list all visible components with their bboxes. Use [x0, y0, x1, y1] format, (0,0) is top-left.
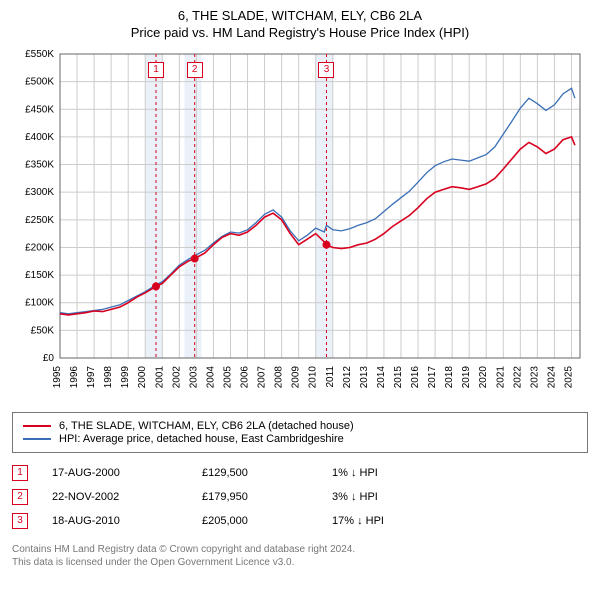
- svg-text:2014: 2014: [376, 366, 387, 389]
- transaction-table: 1 17-AUG-2000£129,5001% ↓ HPI 2 22-NOV-2002…: [12, 461, 588, 533]
- svg-text:£0: £0: [43, 353, 55, 364]
- legend-swatch: [23, 425, 51, 427]
- transaction-number-box: 1: [12, 465, 28, 481]
- transaction-marker-3: 3: [318, 62, 334, 78]
- svg-text:2004: 2004: [205, 366, 216, 389]
- svg-text:1996: 1996: [69, 366, 80, 389]
- svg-text:2022: 2022: [512, 366, 523, 389]
- svg-text:£550K: £550K: [25, 49, 54, 60]
- svg-text:2008: 2008: [274, 366, 285, 389]
- svg-text:2015: 2015: [393, 366, 404, 389]
- svg-text:2007: 2007: [257, 366, 268, 389]
- svg-text:1998: 1998: [103, 366, 114, 389]
- svg-text:£200K: £200K: [25, 242, 54, 253]
- svg-text:2025: 2025: [563, 366, 574, 389]
- svg-text:2005: 2005: [222, 366, 233, 389]
- transaction-diff: 17% ↓ HPI: [332, 509, 588, 533]
- legend-swatch: [23, 438, 51, 440]
- transaction-date: 18-AUG-2010: [52, 509, 202, 533]
- legend-row: HPI: Average price, detached house, East…: [23, 433, 577, 445]
- svg-text:2013: 2013: [359, 366, 370, 389]
- transaction-row: 2 22-NOV-2002£179,9503% ↓ HPI: [12, 485, 588, 509]
- svg-text:£500K: £500K: [25, 77, 54, 88]
- svg-text:2018: 2018: [444, 366, 455, 389]
- legend-label: 6, THE SLADE, WITCHAM, ELY, CB6 2LA (det…: [59, 420, 354, 432]
- transaction-price: £129,500: [202, 461, 332, 485]
- svg-text:1999: 1999: [120, 366, 131, 389]
- svg-text:2016: 2016: [410, 366, 421, 389]
- legend-row: 6, THE SLADE, WITCHAM, ELY, CB6 2LA (det…: [23, 420, 577, 432]
- svg-text:2024: 2024: [546, 366, 557, 389]
- svg-text:£250K: £250K: [25, 215, 54, 226]
- svg-text:2019: 2019: [461, 366, 472, 389]
- svg-text:£150K: £150K: [25, 270, 54, 281]
- footnote-line1: Contains HM Land Registry data © Crown c…: [12, 543, 588, 556]
- svg-text:2020: 2020: [478, 366, 489, 389]
- transaction-number-box: 3: [12, 513, 28, 529]
- svg-text:£400K: £400K: [25, 132, 54, 143]
- svg-text:2023: 2023: [529, 366, 540, 389]
- legend: 6, THE SLADE, WITCHAM, ELY, CB6 2LA (det…: [12, 412, 588, 453]
- svg-text:2011: 2011: [325, 366, 336, 388]
- svg-text:2000: 2000: [137, 366, 148, 389]
- transaction-price: £179,950: [202, 485, 332, 509]
- transaction-row: 3 18-AUG-2010£205,00017% ↓ HPI: [12, 509, 588, 533]
- transaction-price: £205,000: [202, 509, 332, 533]
- footnote: Contains HM Land Registry data © Crown c…: [12, 543, 588, 569]
- transaction-date: 17-AUG-2000: [52, 461, 202, 485]
- footnote-line2: This data is licensed under the Open Gov…: [12, 556, 588, 569]
- svg-text:2009: 2009: [291, 366, 302, 389]
- svg-text:1995: 1995: [52, 366, 63, 389]
- title-line1: 6, THE SLADE, WITCHAM, ELY, CB6 2LA: [12, 8, 588, 23]
- transaction-marker-2: 2: [187, 62, 203, 78]
- svg-text:£50K: £50K: [31, 325, 55, 336]
- transaction-diff: 3% ↓ HPI: [332, 485, 588, 509]
- svg-text:2012: 2012: [342, 366, 353, 389]
- legend-label: HPI: Average price, detached house, East…: [59, 433, 344, 445]
- transaction-marker-1: 1: [148, 62, 164, 78]
- svg-text:2010: 2010: [308, 366, 319, 389]
- transaction-date: 22-NOV-2002: [52, 485, 202, 509]
- svg-text:£450K: £450K: [25, 104, 54, 115]
- transaction-diff: 1% ↓ HPI: [332, 461, 588, 485]
- transaction-row: 1 17-AUG-2000£129,5001% ↓ HPI: [12, 461, 588, 485]
- transaction-number-box: 2: [12, 489, 28, 505]
- svg-text:£100K: £100K: [25, 298, 54, 309]
- svg-text:2006: 2006: [240, 366, 251, 389]
- chart-svg: £0 £50K £100K £150K £200K £250K £300K £350K £400…: [12, 46, 588, 406]
- svg-text:2021: 2021: [495, 366, 506, 389]
- title-line2: Price paid vs. HM Land Registry's House …: [12, 25, 588, 40]
- svg-text:2017: 2017: [427, 366, 438, 389]
- svg-text:2003: 2003: [188, 366, 199, 389]
- svg-text:1997: 1997: [86, 366, 97, 389]
- chart: £0 £50K £100K £150K £200K £250K £300K £350K £400…: [12, 46, 588, 406]
- svg-text:£300K: £300K: [25, 187, 54, 198]
- svg-text:2002: 2002: [171, 366, 182, 389]
- svg-text:£350K: £350K: [25, 160, 54, 171]
- chart-title-block: 6, THE SLADE, WITCHAM, ELY, CB6 2LA Pric…: [12, 8, 588, 40]
- svg-text:2001: 2001: [154, 366, 165, 389]
